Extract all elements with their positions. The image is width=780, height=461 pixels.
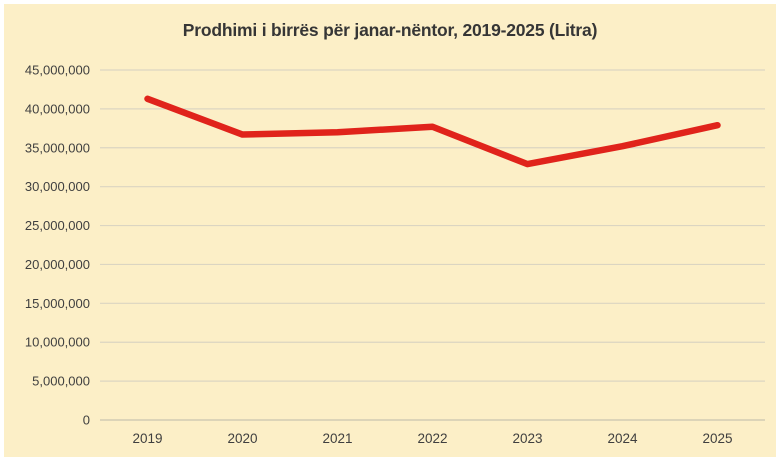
chart-title: Prodhimi i birrës për janar-nëntor, 2019… <box>182 20 598 40</box>
y-tick-label: 10,000,000 <box>25 335 90 350</box>
y-tick-label: 5,000,000 <box>32 374 90 389</box>
y-tick-label: 30,000,000 <box>25 179 90 194</box>
x-tick-label: 2019 <box>132 431 162 446</box>
y-tick-label: 0 <box>83 413 90 428</box>
y-tick-label: 20,000,000 <box>25 257 90 272</box>
y-tick-label: 45,000,000 <box>25 63 90 78</box>
x-tick-label: 2021 <box>322 431 352 446</box>
x-tick-label: 2025 <box>702 431 732 446</box>
x-tick-label: 2024 <box>607 431 638 446</box>
y-tick-label: 15,000,000 <box>25 296 90 311</box>
x-tick-label: 2023 <box>512 431 542 446</box>
x-tick-label: 2022 <box>417 431 447 446</box>
y-tick-label: 40,000,000 <box>25 101 90 116</box>
y-tick-label: 35,000,000 <box>25 140 90 155</box>
y-tick-label: 25,000,000 <box>25 218 90 233</box>
x-tick-label: 2020 <box>227 431 257 446</box>
beer-production-line <box>144 95 721 168</box>
